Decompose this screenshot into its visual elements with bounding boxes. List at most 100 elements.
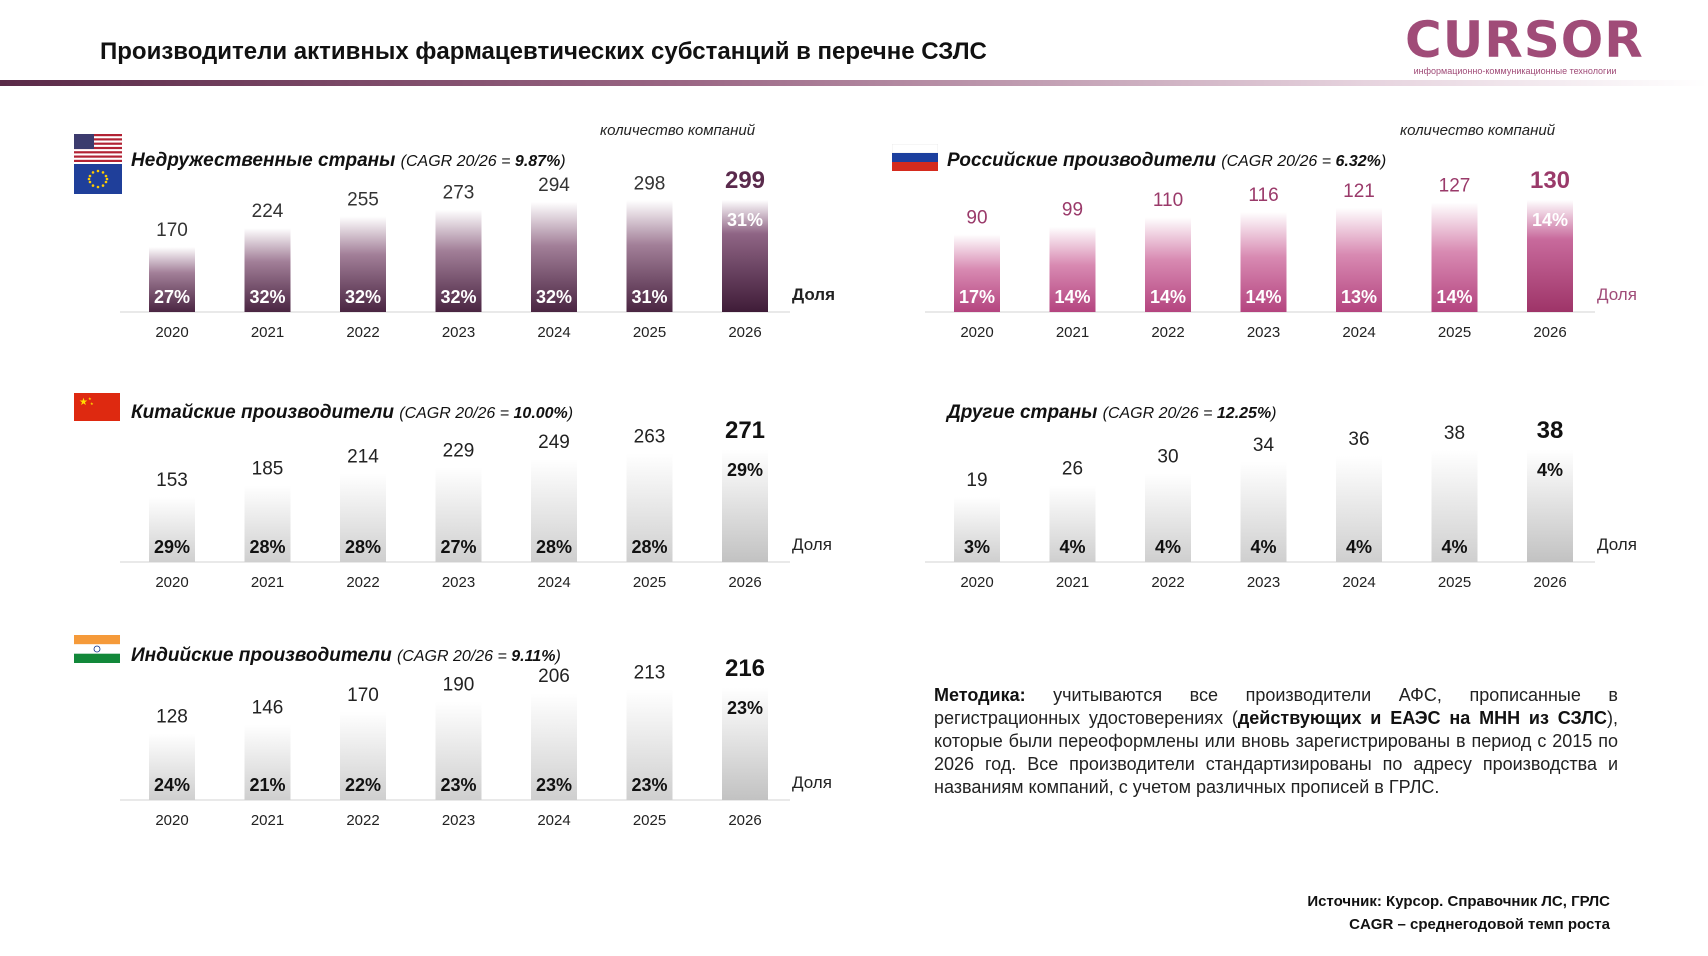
series-name: Недружественные страны (131, 150, 396, 171)
bar (1145, 473, 1191, 562)
tick-label: 2021 (251, 812, 284, 829)
russia-flag-icon (892, 144, 938, 171)
tick-label: 2023 (442, 812, 475, 829)
china-flag-icon: ★ ★ ★ (74, 393, 120, 421)
cagr-text: (CAGR 20/26 = 10.00%) (399, 405, 574, 422)
bar (1240, 212, 1287, 312)
share-label: 4% (1537, 460, 1563, 480)
tick-label: 2025 (633, 574, 666, 591)
share-label: 32% (345, 287, 381, 307)
chart-india: 128 24% 2020 146 21% 2021 170 22% 2022 190 23% 2023… (120, 648, 860, 863)
panel-title-unfriendly: Недружественные страны (CAGR 20/26 = 9.8… (131, 150, 566, 172)
share-axis-label: Доля (792, 285, 835, 304)
value-label: 34 (1253, 435, 1275, 456)
source-note: Источник: Курсор. Справочник ЛС, ГРЛС CA… (1307, 890, 1610, 936)
logo-word: CURSOR (1405, 11, 1644, 69)
value-label: 128 (156, 707, 188, 728)
bar (149, 733, 195, 800)
tick-label: 2024 (537, 812, 570, 829)
bar (244, 485, 291, 562)
svg-text:★: ★ (88, 396, 92, 401)
value-label: 121 (1343, 181, 1375, 202)
tick-label: 2026 (728, 812, 761, 829)
share-label: 32% (249, 287, 285, 307)
bar (1336, 455, 1382, 562)
value-label: 110 (1153, 190, 1183, 211)
tick-label: 2022 (346, 574, 379, 591)
tick-label: 2025 (633, 324, 666, 341)
panel-title-india: Индийские производители (CAGR 20/26 = 9.… (131, 645, 561, 667)
tick-label: 2026 (1533, 574, 1566, 591)
tick-label: 2026 (728, 574, 761, 591)
bar (626, 200, 673, 312)
tick-label: 2022 (346, 324, 379, 341)
value-label: 146 (252, 697, 284, 718)
tick-label: 2022 (1151, 574, 1184, 591)
bar (1431, 450, 1478, 562)
value-label: 273 (443, 183, 475, 204)
tick-label: 2021 (251, 574, 284, 591)
value-label: 224 (252, 201, 284, 222)
series-name: Индийские производители (131, 645, 392, 666)
bar (244, 228, 291, 312)
bar (1527, 200, 1573, 312)
bar (435, 209, 482, 312)
panel-title-russia: Российские производители (CAGR 20/26 = 6… (947, 150, 1386, 172)
bar (531, 459, 577, 562)
share-axis-label: Доля (1597, 285, 1637, 304)
panel-title-other: Другие страны (CAGR 20/26 = 12.25%) (947, 402, 1277, 424)
value-label: 214 (347, 447, 379, 468)
tick-label: 2023 (442, 324, 475, 341)
units-label: количество компаний (600, 122, 756, 139)
share-label: 28% (345, 537, 381, 557)
share-label: 23% (440, 775, 476, 795)
tick-label: 2025 (1438, 574, 1471, 591)
tick-label: 2024 (537, 324, 570, 341)
tick-label: 2026 (1533, 324, 1566, 341)
tick-label: 2025 (633, 812, 666, 829)
cursor-logo: CURSOR информационно-коммуникационные те… (1405, 11, 1644, 76)
bar (340, 216, 386, 312)
value-label: 116 (1248, 185, 1278, 206)
tick-label: 2021 (251, 324, 284, 341)
value-label: 299 (725, 167, 765, 194)
bar (722, 688, 768, 800)
share-label: 13% (1341, 287, 1377, 307)
value-label: 206 (538, 666, 570, 687)
value-label: 229 (443, 440, 475, 461)
india-flag-icon (74, 635, 120, 663)
tick-label: 2020 (155, 324, 188, 341)
cagr-text: (CAGR 20/26 = 12.25%) (1102, 405, 1277, 422)
methodology-text-2: ), которые были переоформлены или вновь … (934, 708, 1618, 797)
bar (531, 201, 577, 312)
share-label: 28% (249, 537, 285, 557)
units-label: количество компаний (1400, 122, 1556, 139)
tick-label: 2020 (960, 574, 993, 591)
series-name: Другие страны (947, 402, 1098, 423)
panel-title-china: Китайские производители (CAGR 20/26 = 10… (131, 402, 573, 424)
methodology-text: учитываются все производители АФС, пропи… (934, 685, 1618, 728)
tick-label: 2021 (1056, 324, 1089, 341)
bar (149, 247, 195, 312)
value-label: 26 (1062, 458, 1083, 479)
share-axis-label: Доля (792, 535, 832, 554)
tick-label: 2022 (346, 812, 379, 829)
bar (1240, 461, 1287, 562)
methodology-label: Методика: (934, 685, 1026, 705)
series-name: Китайские производители (131, 402, 394, 423)
value-label: 36 (1348, 429, 1369, 450)
share-label: 27% (154, 287, 190, 307)
share-axis-label: Доля (792, 773, 832, 792)
bar (340, 711, 386, 800)
logo-subtitle: информационно-коммуникационные технологи… (1413, 66, 1617, 76)
page-title: Производители активных фармацевтических … (100, 38, 987, 65)
methodology-note: Методика: учитываются все производители … (934, 684, 1618, 799)
cagr-text: (CAGR 20/26 = 9.11%) (396, 648, 561, 665)
value-label: 294 (538, 175, 570, 196)
bar (531, 693, 577, 800)
chart-china: 153 29% 2020 185 28% 2021 214 28% 2022 229 27% 2023… (120, 410, 860, 625)
series-name: Российские производители (947, 150, 1216, 171)
value-label: 249 (538, 432, 570, 453)
share-label: 14% (1054, 287, 1090, 307)
value-label: 255 (347, 189, 379, 210)
